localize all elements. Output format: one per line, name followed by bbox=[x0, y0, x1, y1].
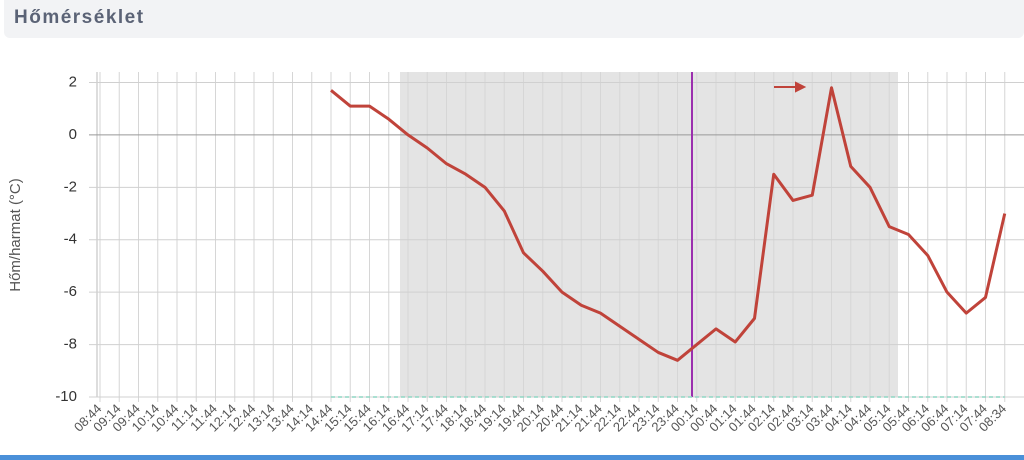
wind-arrow bbox=[774, 81, 807, 93]
y-axis-label: Hőm/harmat (°C) bbox=[7, 178, 24, 292]
y-tick-label: -4 bbox=[64, 231, 77, 248]
bottom-bar bbox=[0, 455, 1024, 460]
y-tick-label: -8 bbox=[64, 336, 77, 353]
night-shade bbox=[400, 72, 898, 397]
series-line bbox=[330, 86, 1007, 362]
y-tick-label: 2 bbox=[69, 73, 77, 90]
y-tick-label: -2 bbox=[64, 178, 77, 195]
header-title: Hőmérséklet bbox=[14, 7, 145, 28]
header: Hőmérséklet bbox=[4, 0, 1024, 38]
y-tick-label: -6 bbox=[64, 283, 77, 300]
y-tick-label: 0 bbox=[69, 126, 77, 143]
y-tick-label: -10 bbox=[55, 388, 77, 405]
